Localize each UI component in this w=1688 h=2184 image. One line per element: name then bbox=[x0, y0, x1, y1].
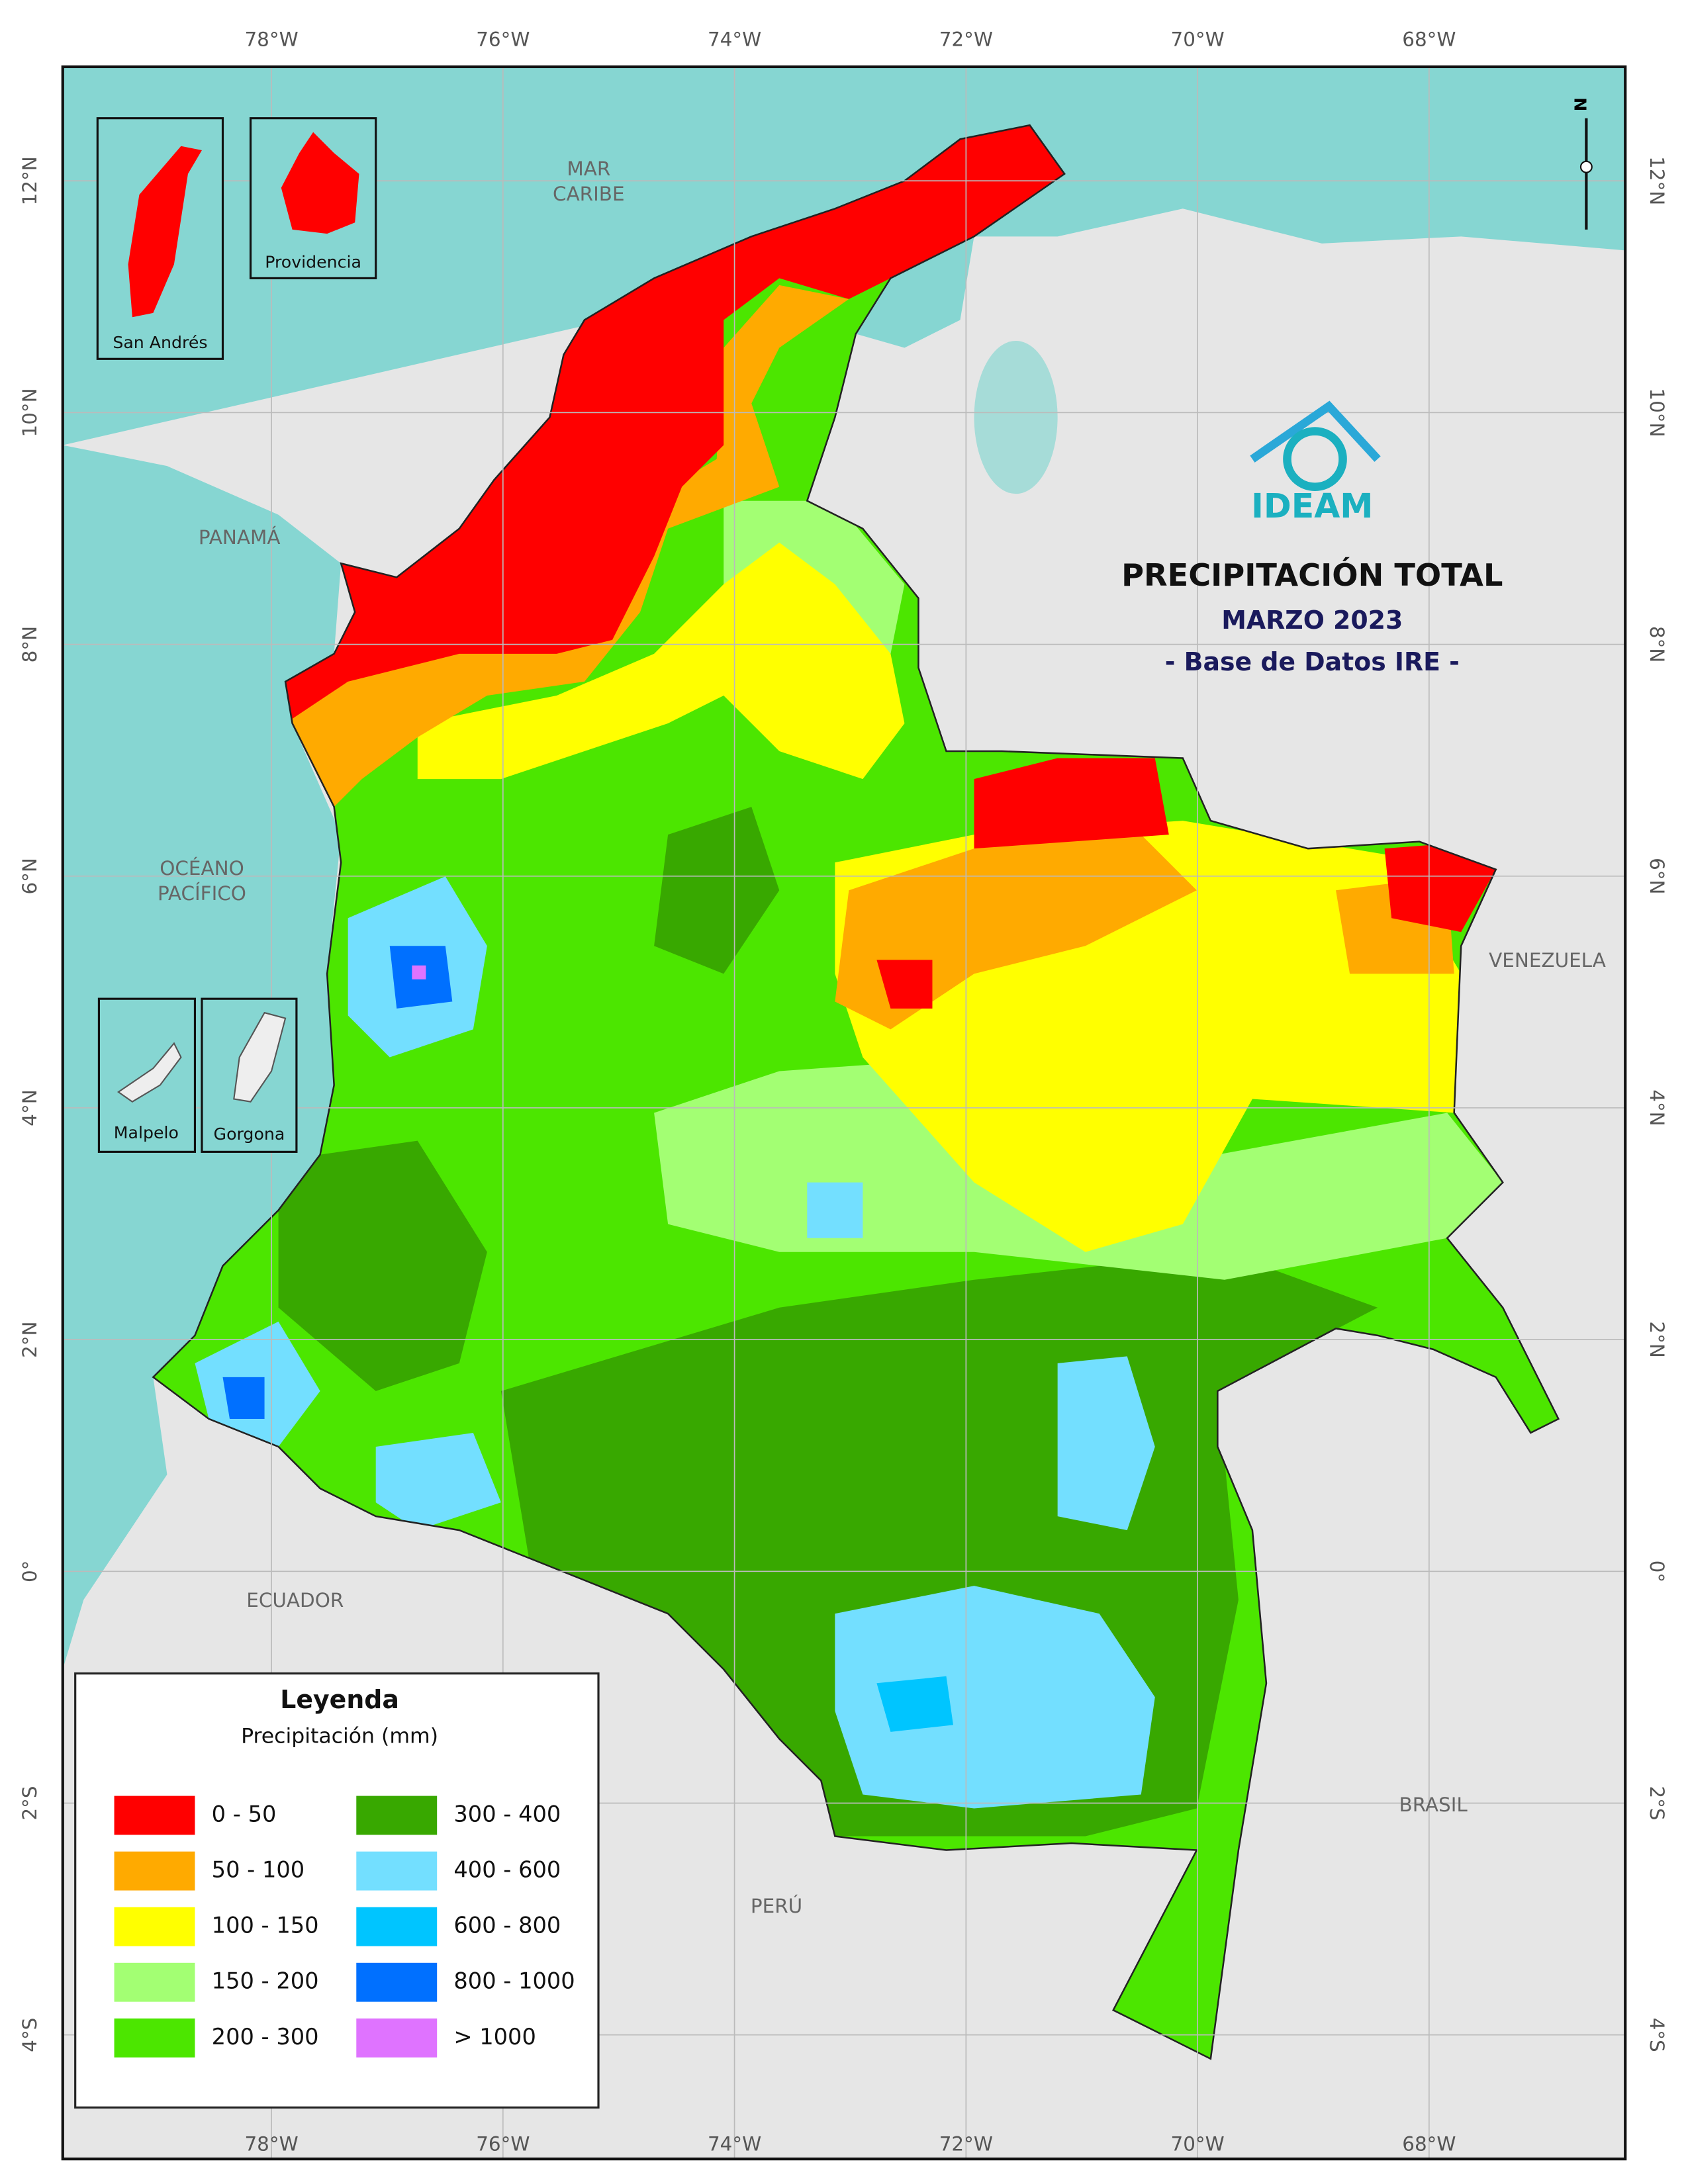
lon-label: 68°W bbox=[1402, 2133, 1456, 2156]
place-label: ECUADOR bbox=[246, 1589, 344, 1612]
legend-swatch bbox=[356, 1851, 438, 1891]
lon-label: 70°W bbox=[1170, 28, 1224, 50]
precip-zone bbox=[285, 125, 1065, 723]
lat-label: 8°N bbox=[1646, 626, 1668, 662]
logo-swirl bbox=[1283, 427, 1347, 491]
legend-label: > 1000 bbox=[453, 2024, 536, 2050]
legend: 0 - 50 50 - 100 100 - 150 150 - 200 200 - 30… bbox=[114, 1796, 575, 2058]
place-label: PANAMÁ bbox=[199, 525, 281, 549]
lat-label: 10°N bbox=[1646, 388, 1668, 437]
lat-label: 12°N bbox=[1646, 156, 1668, 205]
legend-swatch bbox=[114, 1907, 195, 1946]
inset-box bbox=[96, 117, 224, 360]
precip-zone bbox=[1384, 841, 1496, 933]
legend-label: 800 - 1000 bbox=[453, 1968, 575, 1994]
lon-label: 76°W bbox=[476, 2133, 530, 2156]
island bbox=[281, 132, 359, 234]
lat-label: 8°N bbox=[19, 626, 41, 662]
place-label: BRASIL bbox=[1399, 1794, 1468, 1816]
lake bbox=[974, 340, 1058, 494]
precip-zone bbox=[807, 1182, 863, 1238]
legend-label: 400 - 600 bbox=[453, 1857, 561, 1883]
legend-swatch bbox=[356, 1796, 438, 1835]
island bbox=[128, 146, 202, 318]
lat-label: 6°N bbox=[1646, 858, 1668, 894]
place-label: OCÉANO bbox=[160, 856, 244, 880]
lat-label: 2°N bbox=[1646, 1321, 1668, 1357]
lat-label: 10°N bbox=[19, 388, 41, 437]
lat-label: 4°N bbox=[19, 1089, 41, 1126]
precip-zone bbox=[412, 965, 426, 979]
precip-zone bbox=[835, 1586, 1155, 1809]
lat-label: 2°N bbox=[19, 1321, 41, 1357]
precip-zone bbox=[1057, 1356, 1155, 1531]
legend-title: Leyenda bbox=[280, 1685, 399, 1714]
lat-label: 6°N bbox=[19, 858, 41, 894]
lon-label: 68°W bbox=[1402, 28, 1456, 50]
lon-label: 78°W bbox=[244, 28, 298, 50]
legend-swatch bbox=[356, 1907, 438, 1946]
legend-label: 50 - 100 bbox=[212, 1857, 305, 1883]
lon-label: 76°W bbox=[476, 28, 530, 50]
inset-label: San Andrés bbox=[113, 333, 207, 352]
lat-label: 2°S bbox=[1646, 1786, 1668, 1820]
precip-zone bbox=[278, 1140, 487, 1391]
place-label: CARIBE bbox=[553, 183, 625, 205]
legend-label: 0 - 50 bbox=[212, 1801, 277, 1827]
lat-label: 0° bbox=[19, 1561, 41, 1582]
lon-label: 72°W bbox=[939, 2133, 993, 2156]
precip-zone bbox=[974, 758, 1169, 849]
precip-zone bbox=[876, 960, 933, 1009]
place-label: PACÍFICO bbox=[158, 882, 246, 905]
north-arrow bbox=[1579, 160, 1593, 173]
lon-label: 72°W bbox=[939, 28, 993, 50]
place-label: MAR bbox=[567, 158, 610, 180]
legend-subtitle: Precipitación (mm) bbox=[241, 1725, 438, 1749]
precip-zone bbox=[285, 285, 849, 807]
inset-label: Malpelo bbox=[114, 1123, 179, 1142]
precip-zone bbox=[417, 542, 905, 780]
lat-label: 12°N bbox=[19, 156, 41, 205]
place-label: PERÚ bbox=[751, 1893, 802, 1917]
frame bbox=[61, 65, 1627, 2161]
legend-label: 300 - 400 bbox=[453, 1801, 561, 1827]
island bbox=[233, 1011, 287, 1103]
lat-label: 4°S bbox=[1646, 2018, 1668, 2052]
title: PRECIPITACIÓN TOTAL bbox=[1121, 557, 1503, 593]
logo-roof bbox=[1250, 400, 1381, 463]
subtitle: MARZO 2023 bbox=[1221, 606, 1403, 635]
lat-label: 4°N bbox=[1646, 1089, 1668, 1126]
legend-swatch bbox=[114, 1851, 195, 1891]
lat-label: 2°S bbox=[19, 1786, 41, 1820]
legend-label: 200 - 300 bbox=[212, 2024, 319, 2050]
legend-label: 600 - 800 bbox=[453, 1913, 561, 1938]
precip-zone bbox=[876, 1676, 953, 1732]
north-label: N bbox=[1571, 97, 1590, 111]
lat-label: 0° bbox=[1646, 1561, 1668, 1582]
place-label: VENEZUELA bbox=[1489, 949, 1606, 972]
lat-label: 4°S bbox=[19, 2018, 41, 2052]
island bbox=[117, 1042, 182, 1103]
precip-zone bbox=[222, 1377, 265, 1419]
inset-label: Providencia bbox=[265, 252, 361, 271]
legend-swatch bbox=[114, 2018, 195, 2058]
precip-zone bbox=[500, 1251, 1378, 1837]
lon-label: 74°W bbox=[708, 2133, 761, 2156]
precip-zone bbox=[654, 807, 780, 974]
logo-text: IDEAM bbox=[1251, 486, 1373, 525]
source: - Base de Datos IRE - bbox=[1165, 647, 1460, 676]
legend-label: 100 - 150 bbox=[212, 1913, 319, 1938]
precip-zone bbox=[375, 1432, 501, 1531]
legend-swatch bbox=[356, 1962, 438, 2002]
inset-label: Gorgona bbox=[214, 1124, 285, 1144]
lon-label: 74°W bbox=[708, 28, 761, 50]
legend-label: 150 - 200 bbox=[212, 1968, 319, 1994]
lon-label: 78°W bbox=[244, 2133, 298, 2156]
legend-swatch bbox=[114, 1796, 195, 1835]
lon-label: 70°W bbox=[1170, 2133, 1224, 2156]
legend-swatch bbox=[114, 1962, 195, 2002]
legend-swatch bbox=[356, 2018, 438, 2058]
